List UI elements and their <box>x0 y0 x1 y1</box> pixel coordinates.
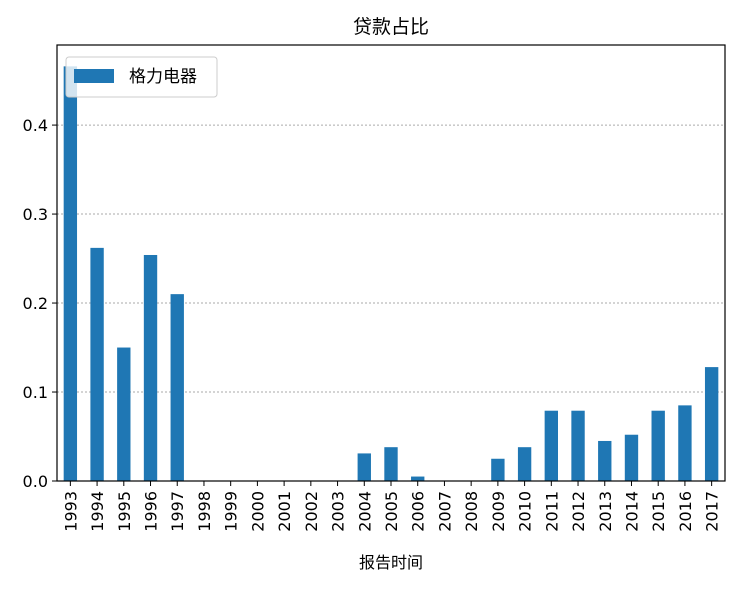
bar-2012 <box>571 410 585 481</box>
x-tick-label: 2001 <box>275 491 294 532</box>
bar-2011 <box>544 410 558 481</box>
legend-swatch <box>74 69 114 83</box>
chart-title: 贷款占比 <box>353 16 429 38</box>
x-tick-label: 2000 <box>248 491 267 532</box>
bar-2010 <box>517 447 532 481</box>
bar-2014 <box>624 434 639 481</box>
bar-1994 <box>90 247 104 481</box>
x-axis-label: 报告时间 <box>359 553 423 572</box>
bar-1993 <box>63 66 78 481</box>
x-tick-label: 2016 <box>676 491 695 532</box>
x-tick-label: 1998 <box>195 491 214 532</box>
bar-2005 <box>384 447 398 481</box>
x-tick-label: 2003 <box>329 491 348 532</box>
x-tick-label: 2008 <box>462 491 481 532</box>
y-tick-label: 0.0 <box>23 472 48 491</box>
bar-1997 <box>170 294 184 481</box>
x-tick-label: 2014 <box>622 491 641 532</box>
x-tick-label: 1994 <box>88 491 107 532</box>
x-tick-label: 1993 <box>61 491 80 532</box>
x-tick-label: 1999 <box>222 491 241 532</box>
x-tick-label: 2006 <box>409 491 428 532</box>
bar-2017 <box>704 367 719 481</box>
x-tick-label: 2010 <box>516 491 535 532</box>
x-tick-label: 2002 <box>302 491 321 532</box>
y-tick-label: 0.1 <box>23 383 48 402</box>
x-tick-label: 2009 <box>489 491 508 532</box>
x-tick-label: 2004 <box>355 491 374 532</box>
bars <box>63 66 719 481</box>
bar-2004 <box>357 453 371 481</box>
y-tick-label: 0.4 <box>23 116 48 135</box>
x-tick-label: 2011 <box>542 491 561 532</box>
bar-2016 <box>678 405 692 481</box>
bar-2006 <box>411 476 425 481</box>
x-tick-label: 2017 <box>703 491 722 532</box>
y-tick-label: 0.3 <box>23 205 48 224</box>
bar-2009 <box>491 458 505 481</box>
bar-2015 <box>651 410 665 481</box>
x-tick-label: 2005 <box>382 491 401 532</box>
x-tick-label: 2007 <box>435 491 454 532</box>
y-axis: 0.0 0.1 0.2 0.3 0.4 <box>23 116 57 491</box>
bar-1996 <box>143 254 158 481</box>
x-tick-label: 2013 <box>596 491 615 532</box>
x-tick-label: 2012 <box>569 491 588 532</box>
legend-box <box>65 56 218 98</box>
grid-lines <box>57 124 725 393</box>
x-tick-label: 1995 <box>115 491 134 532</box>
legend: 格力电器 <box>65 56 218 98</box>
x-axis: 1993 1994 1995 1996 1997 1998 1999 2000 2001 2002… <box>61 481 722 532</box>
y-tick-label: 0.2 <box>23 294 48 313</box>
x-tick-label: 1997 <box>168 491 187 532</box>
bar-2013 <box>598 440 612 481</box>
bar-1995 <box>117 347 131 481</box>
legend-label: 格力电器 <box>129 67 197 87</box>
x-tick-label: 2015 <box>649 491 668 532</box>
x-tick-label: 1996 <box>142 491 161 532</box>
